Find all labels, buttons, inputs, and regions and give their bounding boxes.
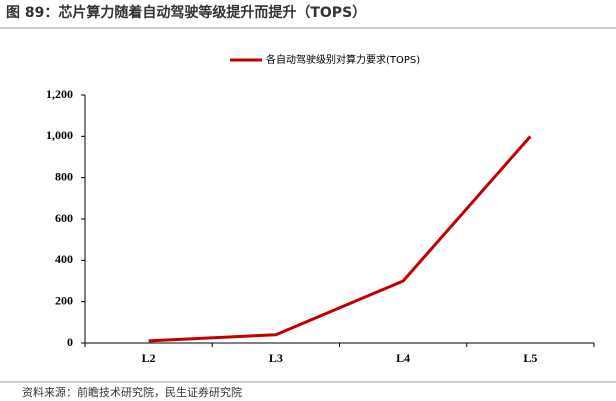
y-tick-label: 1,200 xyxy=(46,87,73,101)
y-tick-label: 600 xyxy=(55,211,73,225)
data-line xyxy=(148,135,532,343)
y-tick-label: 1,000 xyxy=(46,128,73,142)
chart-title: 图 89：芯片算力随着自动驾驶等级提升而提升（TOPS） xyxy=(6,4,366,21)
y-tick-label: 200 xyxy=(55,293,73,307)
legend-label: 各自动驾驶级别对算力要求(TOPS) xyxy=(266,53,420,66)
y-tick-label: 800 xyxy=(55,169,73,183)
x-tick-label: L3 xyxy=(269,351,283,365)
x-tick-label: L5 xyxy=(523,351,537,365)
x-tick-label: L2 xyxy=(142,351,156,365)
x-tick-label: L4 xyxy=(396,351,410,365)
y-tick-label: 400 xyxy=(55,252,73,266)
y-tick-label: 0 xyxy=(67,335,73,349)
source-note: 资料来源：前瞻技术研究院，民生证券研究院 xyxy=(22,385,242,399)
